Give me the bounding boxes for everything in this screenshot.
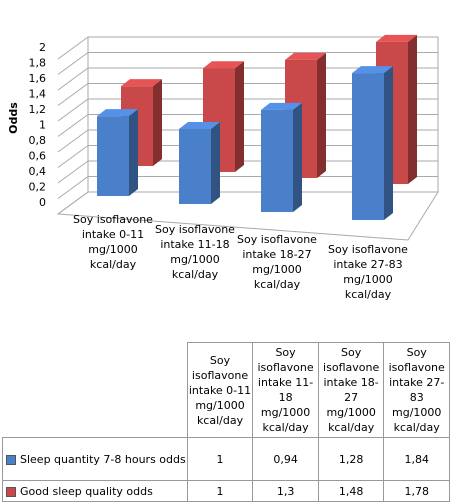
bar-top — [352, 66, 393, 74]
grid-line — [57, 36, 89, 60]
table-row: Good sleep quality odds 1 1,3 1,48 1,78 — [2, 480, 450, 502]
bar — [261, 109, 293, 212]
legend-label: Good sleep quality odds — [20, 484, 153, 498]
table-value: 1,3 — [252, 480, 319, 502]
table-value: 1 — [186, 437, 254, 481]
y-tick-label: 0,2 — [29, 181, 47, 194]
column-header: Soy isoflavone intake 0-11 mg/1000 kcal/… — [186, 342, 254, 438]
chart: Odds 0 0,2 0,4 0,6 0,8 1 1,2 1,4 1,6 1,8 2 — [7, 34, 439, 241]
bar-side — [384, 66, 393, 220]
bar-side — [211, 121, 220, 204]
y-tick-label: 1,2 — [29, 103, 47, 116]
legend-entry: Sleep quantity 7-8 hours odds — [2, 437, 188, 481]
table-value: 1 — [186, 480, 254, 502]
column-header: Soy isoflavone intake 27-83 mg/1000 kcal… — [383, 342, 450, 438]
grid-line — [57, 83, 89, 106]
bar-side — [129, 109, 138, 196]
grid-line — [57, 176, 89, 199]
bar — [179, 128, 211, 204]
grid-line — [57, 114, 89, 137]
y-tick-label: 2 — [39, 41, 46, 54]
table-value: 1,78 — [383, 480, 450, 502]
bar-side — [293, 102, 302, 212]
table-value: 1,84 — [383, 437, 450, 481]
legend-label: Sleep quantity 7-8 hours odds — [20, 452, 186, 466]
table-row: Sleep quantity 7-8 hours odds 1 0,94 1,28 1,… — [2, 437, 450, 481]
grid-line — [57, 67, 89, 91]
grid-line — [57, 129, 89, 153]
bar-top — [121, 79, 162, 87]
x-tick-label: Soy isoflavone intake 11-18 mg/1000 kcal… — [155, 223, 235, 281]
bar-top — [285, 52, 326, 60]
x-tick-label: Soy isoflavone intake 27-83 mg/1000 kcal… — [328, 243, 408, 301]
y-tick-label: 0 — [39, 196, 46, 209]
table-header: Soy isoflavone intake 0-11 mg/1000 kcal/… — [3, 342, 450, 438]
table-value: 1,48 — [317, 480, 385, 502]
column-header: Soy isoflavone intake 18-27 mg/1000 kcal… — [317, 342, 385, 438]
y-tick-label: 0,8 — [29, 134, 47, 147]
bar-top — [261, 102, 302, 110]
page: {"chart_data":{"type":"bar3d","y_label":… — [2, 34, 450, 502]
grid-line — [57, 160, 89, 184]
bar-side — [153, 79, 162, 166]
bar-side — [317, 52, 326, 178]
grid-line — [57, 145, 89, 168]
y-tick-label: 1,4 — [29, 88, 47, 101]
y-tick-label: 1,6 — [29, 72, 47, 85]
x-tick-label: Soy isoflavone intake 0-11 mg/1000 kcal/… — [73, 213, 153, 271]
bar-top — [203, 61, 244, 69]
column-header: Soy isoflavone intake 11-18 mg/1000 kcal… — [252, 342, 319, 438]
bar-top — [179, 121, 220, 129]
bar — [352, 73, 384, 220]
x-tick-label: Soy isoflavone intake 18-27 mg/1000 kcal… — [237, 233, 317, 291]
table-value: 1,28 — [317, 437, 385, 481]
bar-side — [235, 61, 244, 172]
y-tick-label: 1,8 — [29, 57, 47, 70]
data-table: Soy isoflavone intake 0-11 mg/1000 kcal/… — [2, 342, 450, 502]
y-axis-label: Odds — [7, 102, 20, 134]
bar-side — [408, 34, 417, 184]
y-tick-label: 1 — [39, 119, 46, 132]
grid-line — [57, 98, 89, 122]
y-tick-label: 0,6 — [29, 150, 47, 163]
table-value: 0,94 — [252, 437, 319, 481]
bar — [97, 116, 129, 196]
bar-top — [376, 34, 417, 42]
blank — [3, 343, 188, 438]
grid-line — [57, 52, 89, 75]
legend-entry: Good sleep quality odds — [2, 480, 188, 502]
legend-swatch — [6, 486, 16, 497]
bar-top — [97, 109, 138, 117]
grid-line — [57, 191, 89, 215]
y-tick-label: 0,4 — [29, 165, 47, 178]
legend-swatch — [6, 454, 16, 465]
